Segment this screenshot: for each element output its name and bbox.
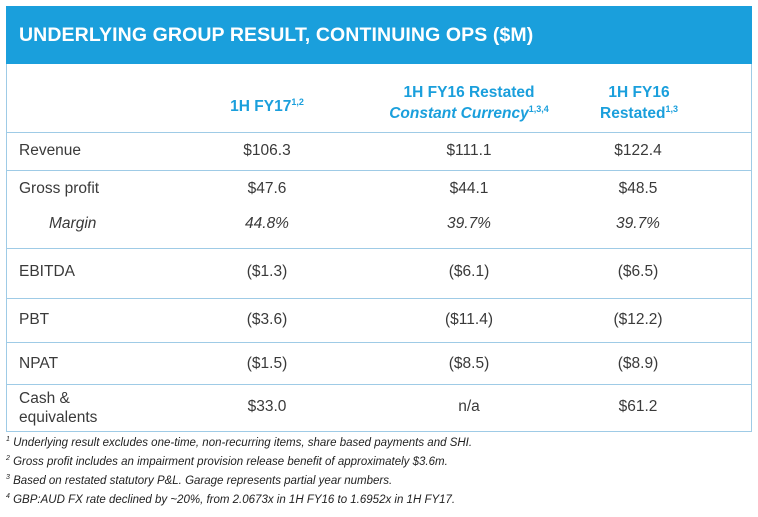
value-1h-fy16-constant-currency: $111.1 — [446, 142, 492, 159]
value-1h-fy16-restated: ($8.9) — [617, 355, 659, 372]
footnote: 2 Gross profit includes an impairment pr… — [6, 453, 752, 472]
footnote: 4 GBP:AUD FX rate declined by ~20%, from… — [6, 491, 752, 510]
column-header-sublabel: Constant Currency — [389, 105, 529, 122]
footnote-number: 1 — [6, 436, 10, 444]
value-1h-fy17: 44.8% — [245, 215, 289, 232]
table-row-gross-profit: Gross profit $47.6 $44.1 $48.5 — [7, 170, 751, 208]
footnote-text: Gross profit includes an impairment prov… — [13, 456, 448, 468]
value-1h-fy17: ($3.6) — [246, 311, 288, 328]
value-1h-fy16-restated: $61.2 — [618, 398, 658, 415]
table-row-ebitda: EBITDA ($1.3) ($6.1) ($6.5) — [7, 248, 751, 298]
table-row-npat: NPAT ($1.5) ($8.5) ($8.9) — [7, 342, 751, 384]
footnotes: 1 Underlying result excludes one-time, n… — [6, 434, 752, 510]
column-header-1h-fy17: 1H FY171,2 — [177, 96, 357, 117]
title-banner: UNDERLYING GROUP RESULT, CONTINUING OPS … — [6, 6, 752, 64]
row-label-line: equivalents — [19, 409, 98, 426]
value-1h-fy16-constant-currency: ($11.4) — [445, 311, 493, 328]
column-header-sublabel: Restated — [600, 105, 666, 122]
value-1h-fy16-restated: ($6.5) — [617, 263, 659, 280]
row-label: Cash & equivalents — [19, 389, 97, 427]
footnote: 1 Underlying result excludes one-time, n… — [6, 434, 752, 453]
value-1h-fy16-constant-currency: n/a — [458, 398, 480, 415]
column-header-1h-fy16-restated: 1H FY16 Restated1,3 — [579, 82, 699, 124]
results-table: 1H FY171,2 1H FY16 Restated Constant Cur… — [6, 64, 752, 432]
footnote-text: Based on restated statutory P&L. Garage … — [13, 475, 393, 487]
value-1h-fy17: ($1.5) — [246, 355, 288, 372]
footnote-number: 2 — [6, 455, 10, 463]
column-header-label: 1H FY16 — [608, 84, 670, 101]
column-header-label: 1H FY16 Restated — [403, 84, 535, 101]
value-1h-fy17: ($1.3) — [246, 263, 288, 280]
value-1h-fy16-constant-currency: ($8.5) — [448, 355, 490, 372]
row-label: PBT — [19, 311, 50, 328]
row-label-line: Cash & — [19, 390, 70, 407]
value-1h-fy16-restated: $48.5 — [618, 180, 658, 197]
value-1h-fy16-restated: $122.4 — [614, 142, 662, 159]
value-1h-fy16-restated: ($12.2) — [613, 311, 663, 328]
value-1h-fy17: $106.3 — [243, 142, 291, 159]
column-header-1h-fy16-constant-currency: 1H FY16 Restated Constant Currency1,3,4 — [349, 82, 589, 124]
column-header-footnote-ref: 1,3 — [665, 103, 678, 114]
table-row-revenue: Revenue $106.3 $111.1 $122.4 — [7, 132, 751, 170]
table-row-cash-equivalents: Cash & equivalents $33.0 n/a $61.2 — [7, 384, 751, 432]
table-row-margin: Margin 44.8% 39.7% 39.7% — [7, 208, 751, 248]
value-1h-fy16-restated: 39.7% — [616, 215, 660, 232]
footnote-text: GBP:AUD FX rate declined by ~20%, from 2… — [13, 494, 456, 506]
row-label: Margin — [49, 215, 97, 232]
value-1h-fy16-constant-currency: $44.1 — [449, 180, 489, 197]
value-1h-fy17: $47.6 — [247, 180, 287, 197]
column-header-footnote-ref: 1,2 — [291, 96, 304, 107]
footnote-text: Underlying result excludes one-time, non… — [13, 437, 473, 449]
footnote: 3 Based on restated statutory P&L. Garag… — [6, 472, 752, 491]
table-row-pbt: PBT ($3.6) ($11.4) ($12.2) — [7, 298, 751, 342]
footnote-number: 3 — [6, 474, 10, 482]
value-1h-fy17: $33.0 — [247, 398, 287, 415]
page-title: UNDERLYING GROUP RESULT, CONTINUING OPS … — [19, 23, 534, 46]
row-label: Gross profit — [19, 180, 100, 197]
row-label: Revenue — [19, 142, 82, 159]
value-1h-fy16-constant-currency: ($6.1) — [448, 263, 490, 280]
footnote-number: 4 — [6, 493, 10, 501]
column-header-label: 1H FY17 — [230, 98, 292, 115]
value-1h-fy16-constant-currency: 39.7% — [447, 215, 491, 232]
row-label: EBITDA — [19, 263, 75, 280]
column-header-footnote-ref: 1,3,4 — [528, 103, 549, 114]
row-label: NPAT — [19, 355, 59, 372]
